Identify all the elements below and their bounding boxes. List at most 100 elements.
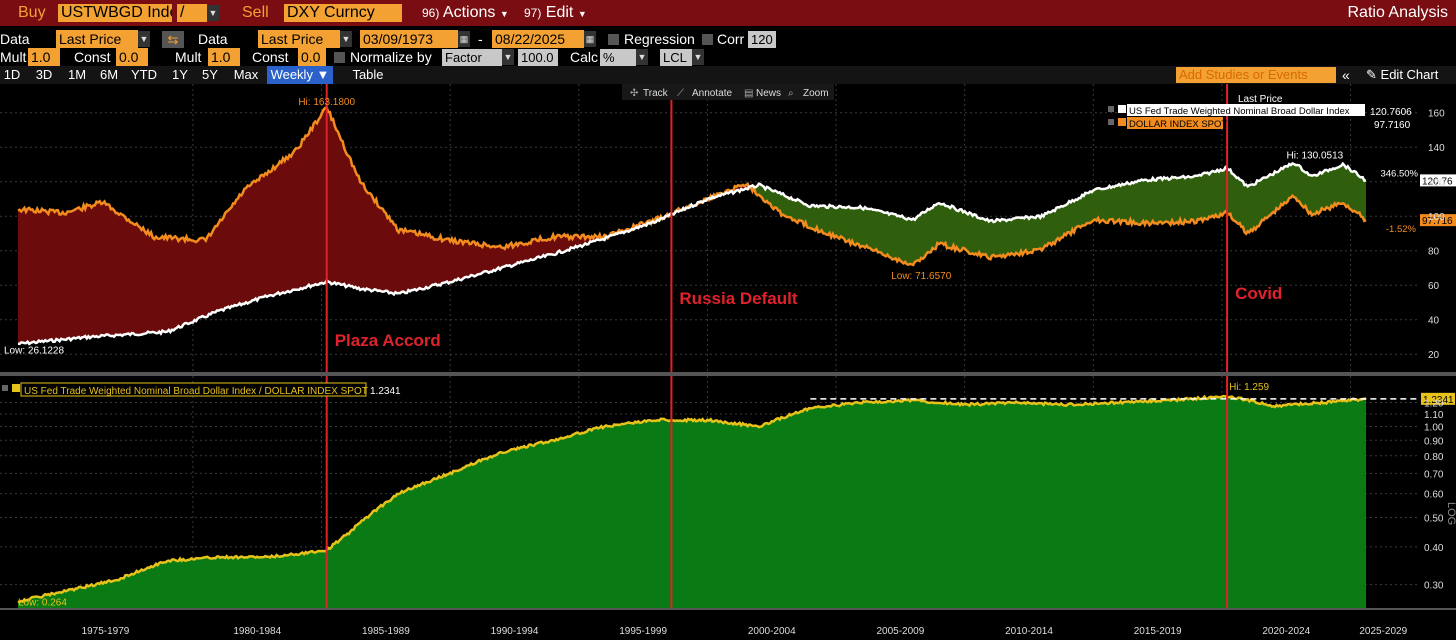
mult1-label: Mult <box>0 49 27 65</box>
end-date-input[interactable]: 08/22/2025 <box>492 30 584 48</box>
sell-label: Sell <box>242 4 269 21</box>
news-icon[interactable]: ▤ <box>744 88 753 99</box>
add-studies-input[interactable]: Add Studies or Events <box>1176 67 1336 83</box>
swap-icon[interactable]: ⇆ <box>162 31 184 48</box>
lcl-select[interactable]: LCL <box>660 49 692 66</box>
data2-select[interactable]: Last Price <box>258 30 340 48</box>
actions-menu[interactable]: 96) Actions ▼ <box>422 4 509 23</box>
x-tick-label: 2010-2014 <box>1005 626 1053 637</box>
y-tick-label: 100 <box>1428 212 1445 223</box>
y-tick-label: 60 <box>1428 281 1440 292</box>
tab-1m[interactable]: 1M <box>67 67 87 82</box>
event-label: Russia Default <box>679 289 797 308</box>
regression-checkbox[interactable] <box>608 34 619 45</box>
data1-select[interactable]: Last Price <box>56 30 138 48</box>
annotate-icon[interactable]: ⟋ <box>677 88 684 99</box>
tab-max[interactable]: Max <box>233 67 259 82</box>
tab-6m[interactable]: 6M <box>99 67 119 82</box>
y-tick-label: 20 <box>1428 350 1440 361</box>
zoom-icon[interactable]: ⌕ <box>788 88 794 99</box>
actions-num: 96) <box>422 6 440 20</box>
corr-checkbox[interactable] <box>702 34 713 45</box>
calc-dropdown[interactable]: ▼ <box>636 49 648 65</box>
legend-header: Last Price <box>1238 94 1283 105</box>
actions-label: Actions <box>442 4 496 21</box>
event-label: Plaza Accord <box>335 331 441 350</box>
normalize-label: Normalize by <box>350 49 432 65</box>
normalize-checkbox[interactable] <box>334 52 345 63</box>
low-white-annotation: Low: 26.1228 <box>4 346 64 357</box>
spread-fill-red <box>18 107 608 344</box>
ratio-hi-annotation: Hi: 1.259 <box>1229 382 1269 393</box>
x-tick-label: 2020-2024 <box>1262 626 1310 637</box>
ratio-separator-dropdown[interactable]: ▼ <box>207 5 219 21</box>
x-tick-label: 1975-1979 <box>82 626 130 637</box>
buy-ticker-input[interactable]: USTWBGD Inde <box>58 4 172 22</box>
start-date-input[interactable]: 03/09/1973 <box>360 30 458 48</box>
lcl-dropdown[interactable]: ▼ <box>692 49 704 65</box>
edit-chart-button[interactable]: ✎ Edit Chart <box>1366 66 1438 84</box>
calc-select[interactable]: % <box>600 49 636 66</box>
y-axis: 20 40 60 80 100 120 140 160 0.30 0.40 0.50 0.60 0.70… <box>1424 109 1445 592</box>
tab-1d[interactable]: 1D <box>3 67 21 82</box>
edit-menu[interactable]: 97) Edit ▼ <box>524 4 587 23</box>
mult2-input[interactable]: 1.0 <box>208 48 240 66</box>
hi-white-annotation: Hi: 130.0513 <box>1286 150 1343 161</box>
mult2-label: Mult <box>175 49 202 65</box>
track-icon[interactable]: ✣ <box>630 88 638 99</box>
range-tabs <box>0 66 1456 84</box>
x-tick-label: 1980-1984 <box>233 626 281 637</box>
tab-table[interactable]: Table <box>352 67 384 82</box>
ratio-area <box>18 396 1366 608</box>
low-orange-annotation: Low: 71.6570 <box>891 271 951 282</box>
y-tick-label: 160 <box>1428 109 1445 120</box>
annotate-button[interactable]: Annotate <box>692 88 732 99</box>
const2-input[interactable]: 0.0 <box>298 48 326 66</box>
calc-label: Calc <box>570 49 599 65</box>
data1-dropdown[interactable]: ▼ <box>138 31 150 47</box>
track-button[interactable]: Track <box>643 88 669 99</box>
y-tick-label: 1.00 <box>1424 422 1444 433</box>
security-bar: Buy USTWBGD Inde / ▼ Sell DXY Curncy 96)… <box>0 0 1456 26</box>
ratio-chart[interactable]: Plaza Accord Russia Default Covid ✣ Track … <box>0 84 1456 640</box>
x-tick-label: 2025-2029 <box>1359 626 1407 637</box>
x-tick-label: 1990-1994 <box>491 626 539 637</box>
tab-5y[interactable]: 5Y <box>202 67 218 82</box>
y-tick-label: 1.20 <box>1424 399 1444 410</box>
broad-dollar-index-line <box>17 161 1367 346</box>
factor-input[interactable]: 100.0 <box>518 49 558 66</box>
tab-ytd[interactable]: YTD <box>131 67 157 82</box>
y-tick-label: 0.40 <box>1424 543 1444 554</box>
panel-divider[interactable] <box>0 372 1456 376</box>
y-tick-label: 0.90 <box>1424 436 1444 447</box>
normalize-dropdown[interactable]: ▼ <box>502 49 514 65</box>
event-lines: Plaza Accord Russia Default Covid <box>325 84 1282 608</box>
mult1-input[interactable]: 1.0 <box>28 48 60 66</box>
hi-orange-annotation: Hi: 163.1800 <box>298 97 355 108</box>
x-tick-label: 1985-1989 <box>362 626 410 637</box>
y-tick-label: 80 <box>1428 247 1440 258</box>
tab-weekly[interactable]: Weekly ▼ <box>267 66 333 84</box>
calendar-icon[interactable]: ▦ <box>458 31 470 47</box>
ratio-separator-field[interactable]: / <box>177 4 207 22</box>
buy-label: Buy <box>18 4 46 21</box>
corr-window-input[interactable]: 120 <box>748 31 776 48</box>
ratio-last-tag-bg <box>1421 392 1455 405</box>
sell-ticker-input[interactable]: DXY Curncy <box>284 4 402 22</box>
zoom-button[interactable]: Zoom <box>803 88 829 99</box>
data2-dropdown[interactable]: ▼ <box>340 31 352 47</box>
news-button[interactable]: News <box>756 88 781 99</box>
ratio-legend-value: 1.2341 <box>370 386 401 397</box>
collapse-icon[interactable]: « <box>1342 67 1350 83</box>
calendar-icon[interactable]: ▦ <box>584 31 596 47</box>
tab-1y[interactable]: 1Y <box>172 67 188 82</box>
x-tick-label: 2000-2004 <box>748 626 796 637</box>
date-dash: - <box>478 31 483 47</box>
tab-3d[interactable]: 3D <box>35 67 53 82</box>
normalize-select[interactable]: Factor <box>442 49 502 66</box>
orange-last-tag: 97.716 <box>1422 216 1453 227</box>
event-label: Covid <box>1235 284 1282 303</box>
orange-last-tag-bg <box>1420 214 1456 227</box>
const1-input[interactable]: 0.0 <box>116 48 148 66</box>
edit-chart-label: Edit Chart <box>1380 67 1439 82</box>
